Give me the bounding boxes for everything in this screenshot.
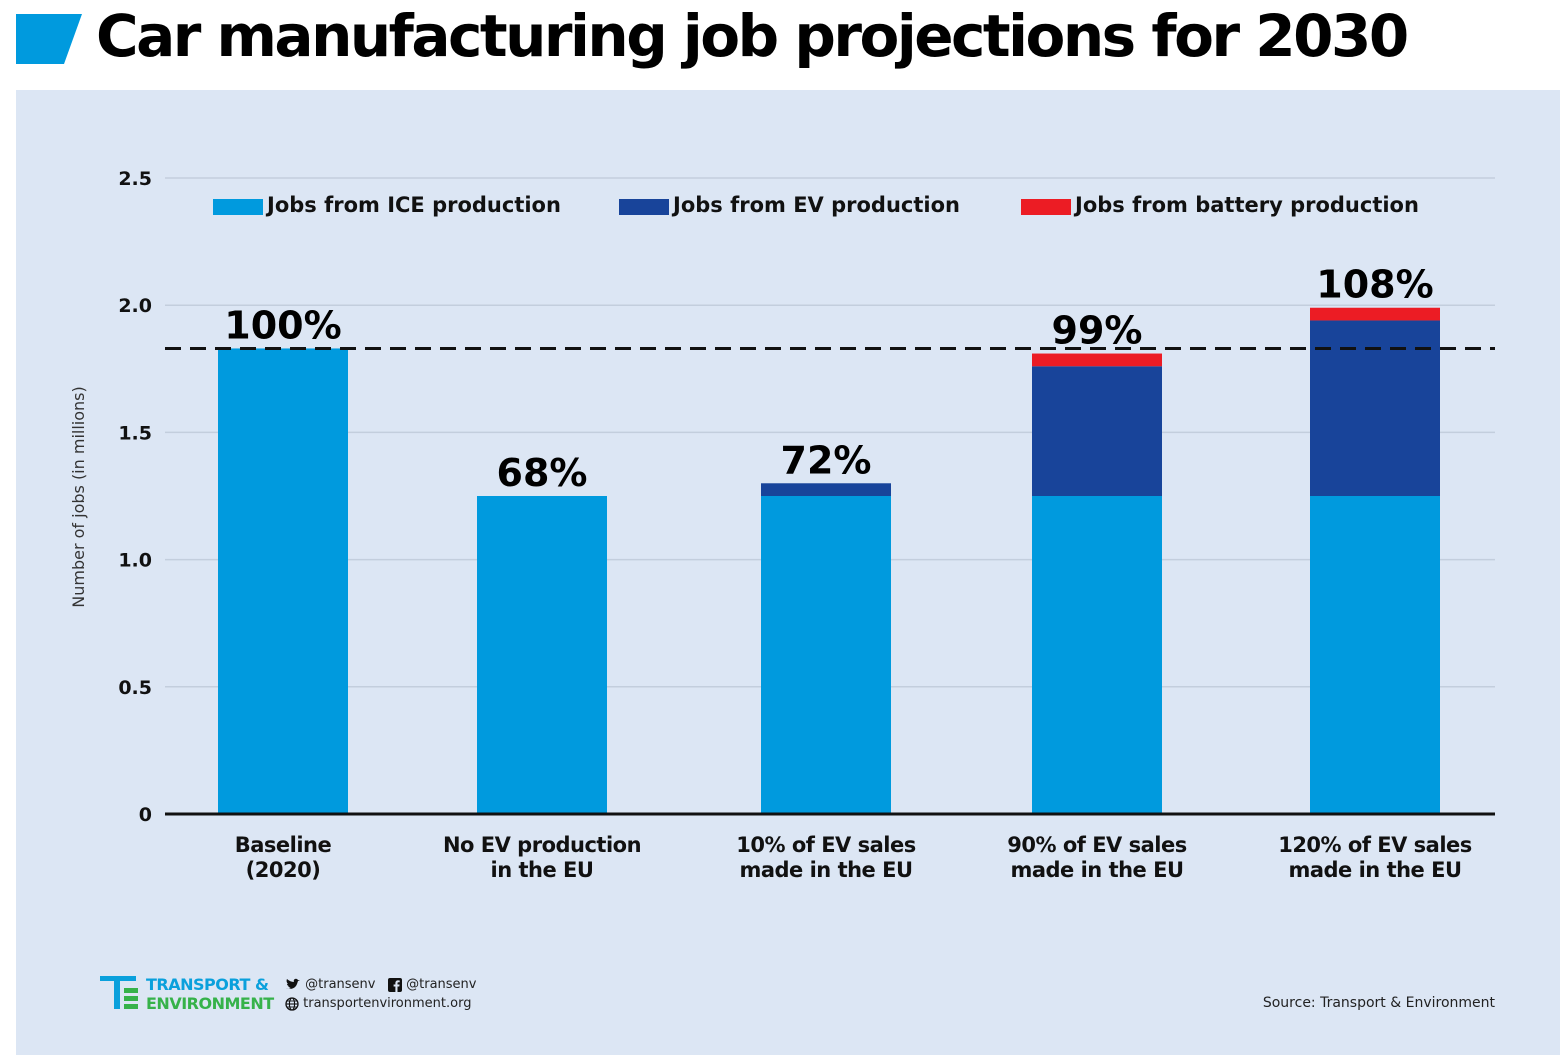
title-bar: Car manufacturing job projections for 20…	[0, 0, 1560, 90]
facebook-icon	[388, 977, 402, 992]
bar-segment-ice	[1032, 496, 1162, 814]
data-labels: 100% 68% 72% 99% 108%	[224, 263, 1433, 495]
bar-segment-ice	[218, 348, 348, 814]
y-tick-label: 0.5	[118, 677, 152, 699]
website-row: transportenvironment.org	[285, 996, 471, 1011]
facebook-handle[interactable]: @transenv	[406, 977, 477, 992]
y-tick-label: 1.5	[118, 422, 152, 444]
bars	[218, 307, 1440, 814]
twitter-handle-row: @transenv	[285, 977, 376, 992]
twitter-icon	[286, 978, 300, 989]
brand-line-1: TRANSPORT &	[146, 975, 269, 994]
data-label: 108%	[1316, 263, 1433, 307]
x-tick-label: made in the EU	[1288, 858, 1461, 882]
bar-segment-ice	[761, 496, 891, 814]
globe-icon	[285, 996, 299, 1011]
transport-environment-logo-icon	[100, 976, 138, 1009]
y-tick-label: 2.0	[118, 295, 152, 317]
y-tick-label: 0	[139, 804, 152, 826]
bar-segment-battery	[1310, 307, 1440, 321]
legend-label-ice: Jobs from ICE production	[267, 193, 561, 217]
x-tick-label: in the EU	[491, 858, 594, 882]
legend-label-battery: Jobs from battery production	[1075, 193, 1419, 217]
legend-swatch-battery	[1021, 199, 1071, 215]
x-tick-label: (2020)	[246, 858, 321, 882]
data-label: 68%	[497, 451, 588, 495]
bar-segment-ev	[1032, 366, 1162, 496]
legend-label-ev: Jobs from EV production	[673, 193, 960, 217]
title-flag-icon	[16, 14, 82, 64]
x-tick-label: 90% of EV sales	[1007, 833, 1186, 857]
data-label: 100%	[224, 303, 341, 347]
brand-line-2: ENVIRONMENT	[146, 994, 274, 1013]
bar-segment-ev	[1310, 320, 1440, 496]
x-tick-label: 10% of EV sales	[736, 833, 915, 857]
legend-swatch-ev	[619, 199, 669, 215]
x-tick-label: Baseline	[235, 833, 332, 857]
source-note: Source: Transport & Environment	[1262, 995, 1495, 1011]
bar-segment-ev	[761, 483, 891, 496]
bar-segment-ice	[1310, 496, 1440, 814]
y-axis-ticks: 0 0.5 1.0 1.5 2.0 2.5	[118, 168, 152, 826]
y-tick-label: 2.5	[118, 168, 152, 190]
website-link[interactable]: transportenvironment.org	[303, 996, 472, 1011]
x-tick-label: 120% of EV sales	[1278, 833, 1472, 857]
legend-swatch-ice	[213, 199, 263, 215]
bar-chart: 0 0.5 1.0 1.5 2.0 2.5 Number of jobs (in mill…	[69, 168, 1495, 882]
twitter-handle[interactable]: @transenv	[305, 977, 376, 992]
data-label: 99%	[1052, 309, 1143, 353]
x-tick-label: No EV production	[443, 833, 641, 857]
page-title: Car manufacturing job projections for 20…	[96, 2, 1409, 70]
x-tick-label: made in the EU	[1010, 858, 1183, 882]
y-tick-label: 1.0	[118, 550, 152, 572]
data-label: 72%	[781, 438, 872, 482]
bar-segment-ice	[477, 496, 607, 814]
facebook-handle-row: @transenv	[388, 977, 477, 992]
y-axis-label: Number of jobs (in millions)	[69, 386, 88, 607]
x-tick-label: made in the EU	[739, 858, 912, 882]
bar-segment-battery	[1032, 353, 1162, 367]
